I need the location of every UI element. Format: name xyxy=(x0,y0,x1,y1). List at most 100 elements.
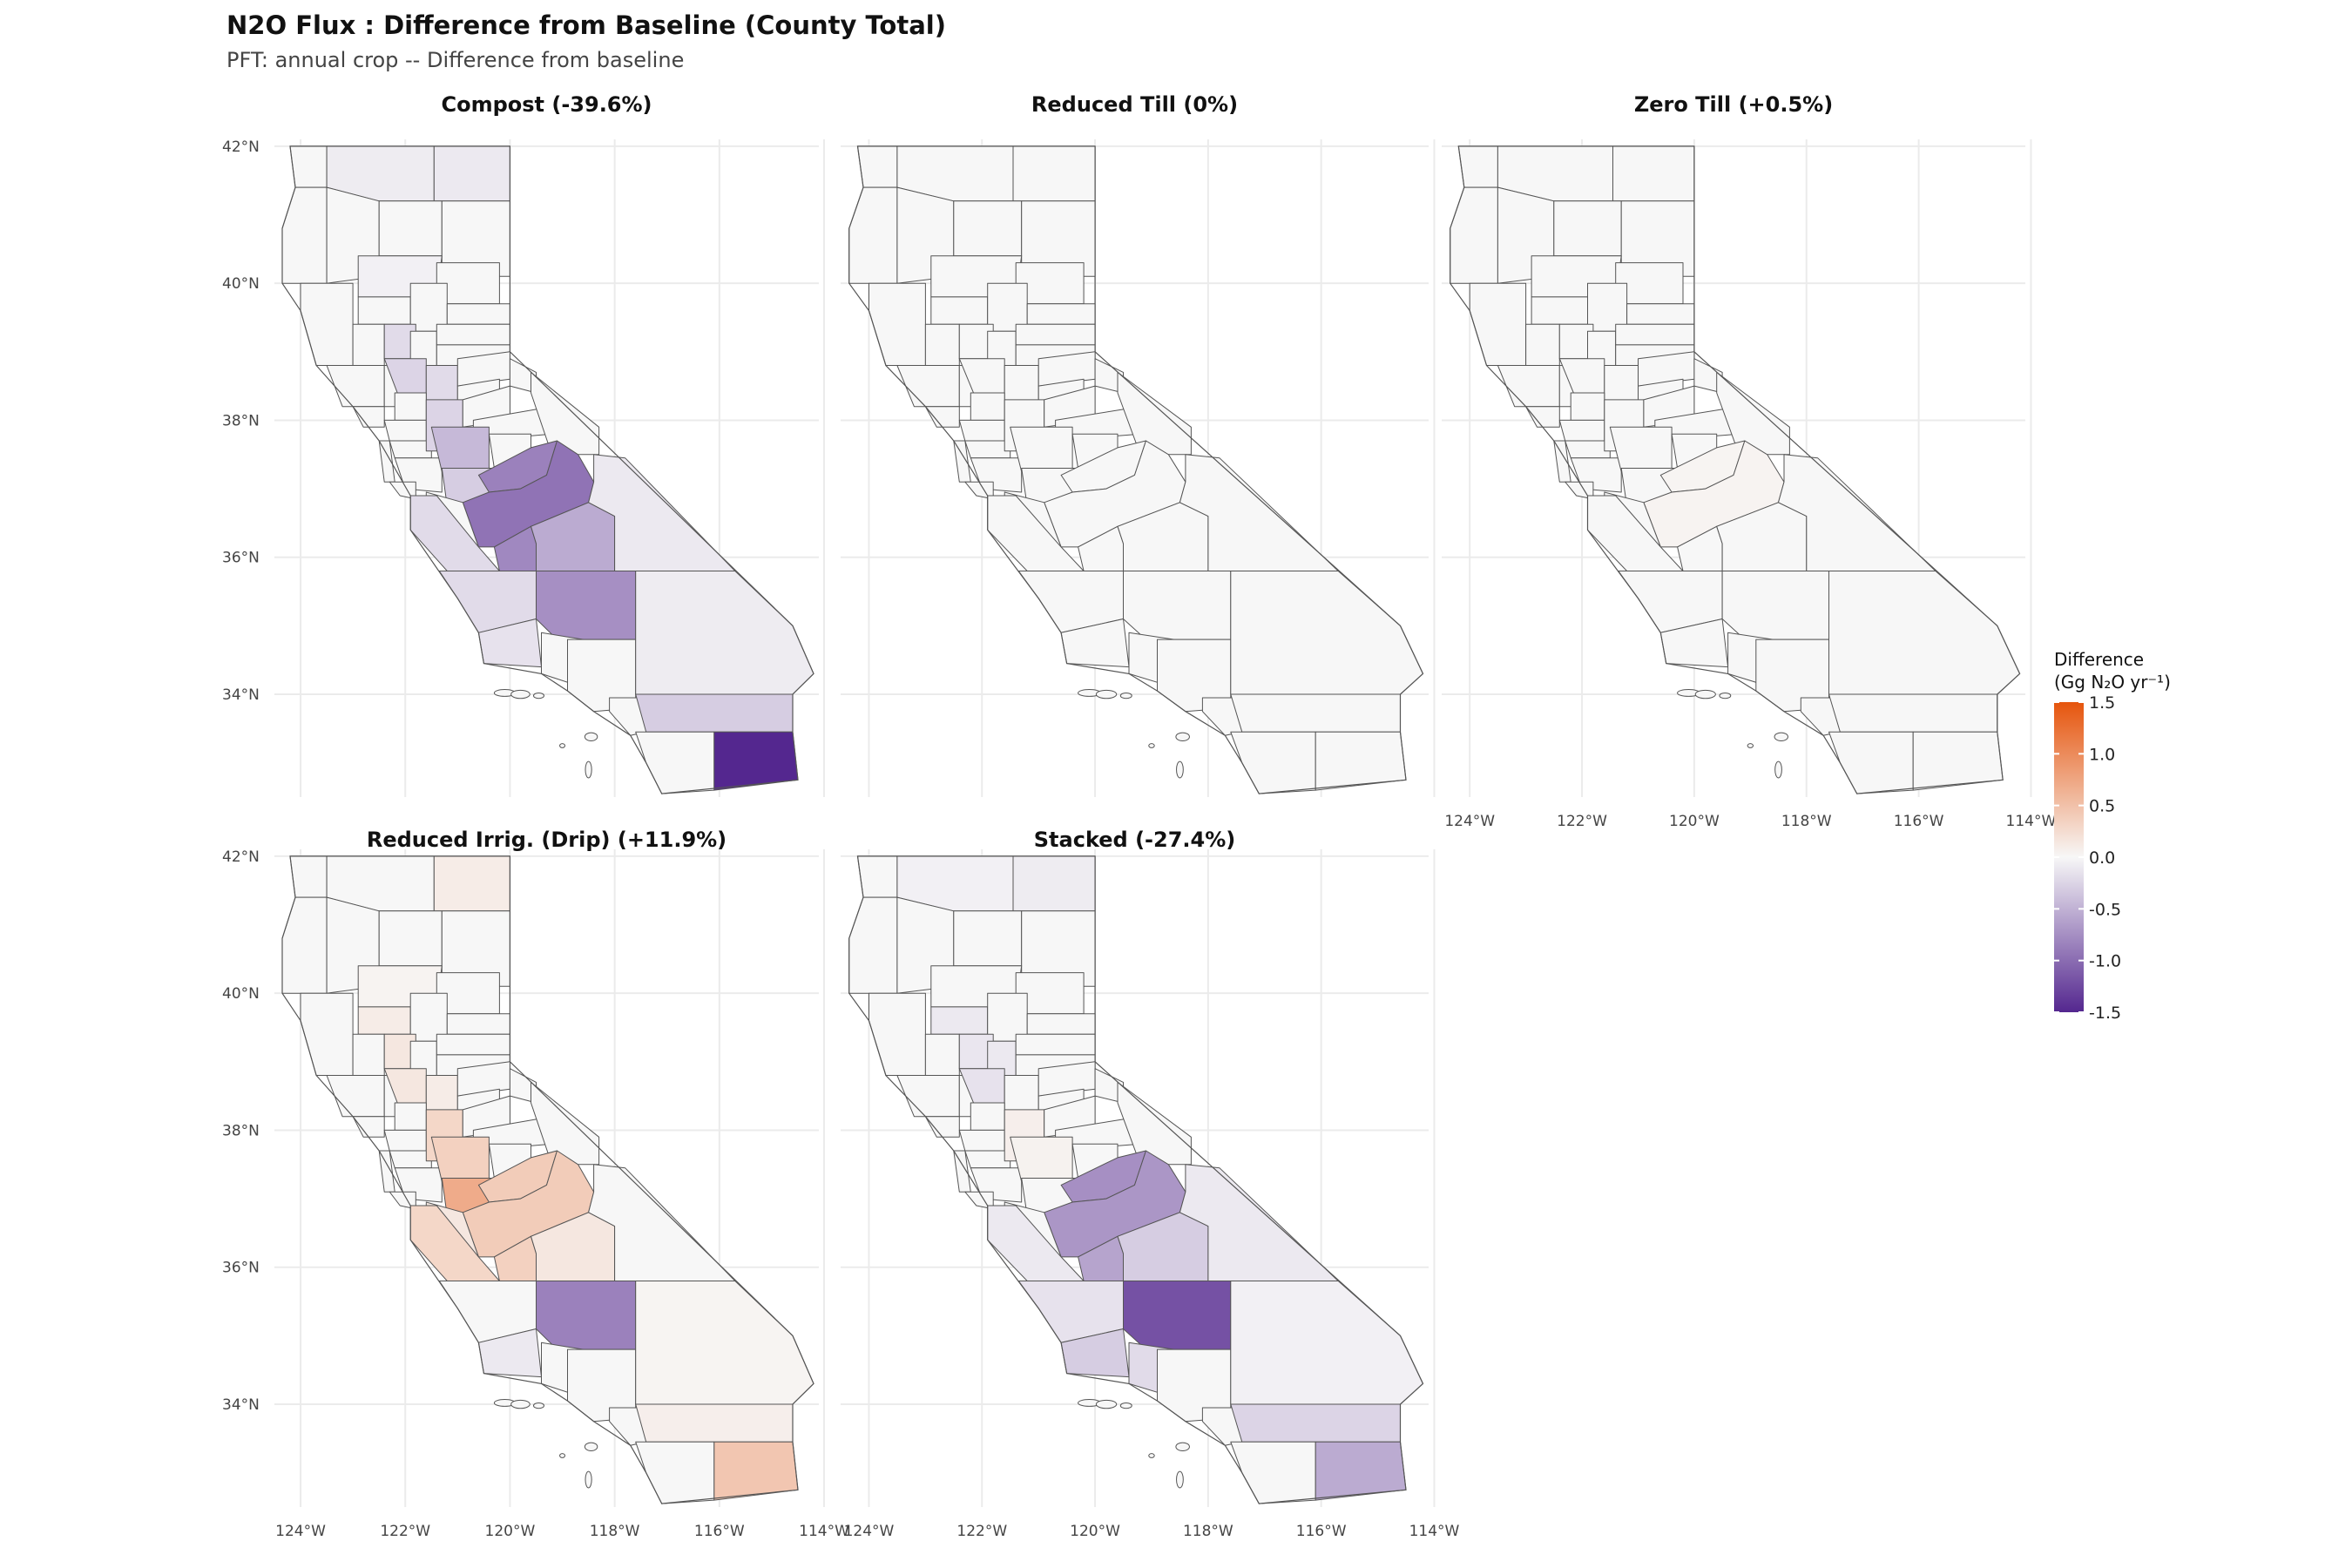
county-contracosta xyxy=(958,1129,1005,1152)
county-humboldt xyxy=(848,896,898,994)
county-stanislaus xyxy=(1609,426,1673,472)
county-solano xyxy=(394,392,427,421)
island-6 xyxy=(1148,743,1155,748)
county-mono xyxy=(1117,371,1192,456)
county-sierra xyxy=(1026,1013,1096,1035)
county-humboldt xyxy=(1450,186,1498,284)
county-inyo xyxy=(588,1164,736,1281)
county-sonoma xyxy=(896,1075,960,1118)
county-nevada xyxy=(1015,323,1096,346)
county-sonoma xyxy=(1497,365,1560,408)
county-mendocino xyxy=(868,992,926,1076)
county-sierra xyxy=(1626,303,1695,325)
y-tick-label: 34°N xyxy=(222,1396,260,1414)
island-3 xyxy=(1119,1402,1132,1409)
island-2 xyxy=(510,1399,531,1409)
state-outline xyxy=(848,145,1424,794)
island-5 xyxy=(585,1470,592,1489)
county-delnorte xyxy=(289,855,328,898)
county-fresno xyxy=(1044,1150,1186,1258)
county-nevada xyxy=(436,323,510,346)
county-stanislaus xyxy=(1010,1136,1073,1182)
legend-tick-label: -1.5 xyxy=(2089,1004,2121,1023)
county-fresno xyxy=(1044,440,1186,548)
legend-tick-label: 1.0 xyxy=(2089,745,2115,764)
county-mono xyxy=(531,371,600,456)
county-shasta xyxy=(953,200,1023,257)
county-mono xyxy=(531,1081,600,1166)
county-sanbernardino xyxy=(1230,571,1423,695)
island-6 xyxy=(559,743,566,748)
island-2 xyxy=(1694,689,1716,700)
island-6 xyxy=(559,1453,566,1458)
county-marin xyxy=(1525,406,1560,428)
county-alameda xyxy=(1565,440,1611,459)
county-nevada xyxy=(1015,1033,1096,1056)
panel-title: Compost (-39.6%) xyxy=(441,92,652,117)
county-sierra xyxy=(1026,303,1096,325)
county-sandiego xyxy=(635,1441,715,1504)
island-3 xyxy=(532,1402,544,1409)
x-tick-label: 118°W xyxy=(590,1523,640,1540)
county-mono xyxy=(1117,1081,1192,1166)
x-tick-label: 116°W xyxy=(1296,1523,1347,1540)
island-3 xyxy=(1719,692,1732,700)
county-inyo xyxy=(1179,1164,1339,1281)
y-tick-label: 38°N xyxy=(222,1122,260,1139)
county-solano xyxy=(1570,392,1605,421)
island-2 xyxy=(1095,1399,1118,1409)
county-sandiego xyxy=(1230,731,1316,794)
county-shasta xyxy=(953,910,1023,967)
island-2 xyxy=(510,689,531,700)
map-panel-3: Zero Till (+0.5%) 124°W 122°W 120°W 118°W 116… xyxy=(1442,92,2057,830)
county-shasta xyxy=(378,200,443,257)
x-tick-label: 124°W xyxy=(844,1523,895,1540)
county-sierra xyxy=(446,1013,510,1035)
legend-subtitle: (Gg N₂O yr⁻¹) xyxy=(2054,672,2171,693)
county-sandiego xyxy=(635,731,715,794)
county-marin xyxy=(352,1116,385,1138)
x-tick-label: 118°W xyxy=(1183,1523,1233,1540)
island-6 xyxy=(1747,743,1754,748)
county-stanislaus xyxy=(430,1136,490,1182)
county-sonoma xyxy=(326,365,385,408)
county-riverside xyxy=(1828,693,1998,733)
legend-tick-label: -1.0 xyxy=(2089,952,2121,971)
y-tick-label: 34°N xyxy=(222,686,260,704)
county-sanbernardino xyxy=(1828,571,2021,695)
island-5 xyxy=(1176,760,1184,779)
county-sanbernardino xyxy=(635,571,814,695)
county-stanislaus xyxy=(1010,426,1073,472)
legend: Difference(Gg N₂O yr⁻¹)1.5 1.0 0.5 0.0 -0.5 -… xyxy=(2054,649,2171,1023)
county-delnorte xyxy=(857,855,898,898)
county-riverside xyxy=(635,693,794,733)
county-contracosta xyxy=(1558,419,1605,442)
page-title: N2O Flux : Difference from Baseline (Cou… xyxy=(226,10,946,40)
state-outline xyxy=(281,145,814,794)
county-riverside xyxy=(1230,693,1401,733)
county-modoc xyxy=(433,145,510,202)
county-alameda xyxy=(964,440,1011,459)
county-solano xyxy=(394,1102,427,1131)
county-mendocino xyxy=(300,992,354,1076)
island-4 xyxy=(1774,732,1788,742)
county-glenn xyxy=(1531,296,1588,325)
x-tick-label: 116°W xyxy=(694,1523,745,1540)
county-humboldt xyxy=(281,896,328,994)
county-stanislaus xyxy=(430,426,490,472)
county-glenn xyxy=(357,296,411,325)
county-glenn xyxy=(930,1006,989,1035)
county-riverside xyxy=(635,1403,794,1443)
panel-title: Zero Till (+0.5%) xyxy=(1634,92,1833,117)
island-4 xyxy=(1175,732,1190,742)
x-tick-label: 122°W xyxy=(1557,813,1607,830)
map-panel-5: Stacked (-27.4%) 124°W 122°W 120°W 118°W 116°… xyxy=(841,828,1460,1540)
panel-title: Stacked (-27.4%) xyxy=(1034,828,1235,852)
y-tick-label: 42°N xyxy=(222,848,260,866)
county-sonoma xyxy=(326,1075,385,1118)
county-sonoma xyxy=(896,365,960,408)
legend-title: Difference xyxy=(2054,649,2144,670)
county-fresno xyxy=(1643,440,1785,548)
island-5 xyxy=(1774,760,1782,779)
